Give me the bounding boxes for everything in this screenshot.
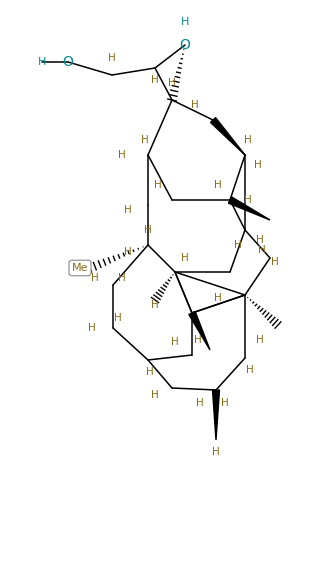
Text: H: H <box>151 390 159 400</box>
Text: H: H <box>154 180 162 190</box>
Text: H: H <box>124 247 132 257</box>
Text: H: H <box>118 273 126 283</box>
Text: H: H <box>141 135 149 145</box>
Text: H: H <box>244 135 252 145</box>
Text: H: H <box>196 398 204 408</box>
Polygon shape <box>210 118 245 155</box>
Text: H: H <box>151 300 159 310</box>
Text: H: H <box>168 78 176 88</box>
Text: H: H <box>108 53 116 63</box>
Text: H: H <box>221 398 229 408</box>
Text: H: H <box>88 323 96 333</box>
Text: H: H <box>38 57 46 67</box>
Text: H: H <box>181 17 189 27</box>
Polygon shape <box>212 390 219 440</box>
Text: H: H <box>254 160 262 170</box>
Text: H: H <box>256 235 264 245</box>
Text: O: O <box>62 55 74 69</box>
Text: H: H <box>171 337 179 347</box>
Text: H: H <box>181 253 189 263</box>
Text: H: H <box>114 313 122 323</box>
Text: H: H <box>194 335 202 345</box>
Text: Me: Me <box>72 263 88 273</box>
Text: O: O <box>179 38 191 52</box>
Text: H: H <box>258 245 266 255</box>
Text: H: H <box>271 257 279 267</box>
Text: H: H <box>212 447 220 457</box>
Polygon shape <box>189 311 210 350</box>
Text: H: H <box>234 240 242 250</box>
Text: H: H <box>146 367 154 377</box>
Polygon shape <box>228 197 270 220</box>
Text: H: H <box>144 225 152 235</box>
Text: H: H <box>246 365 254 375</box>
Text: H: H <box>256 335 264 345</box>
Text: H: H <box>118 150 126 160</box>
Text: H: H <box>244 195 252 205</box>
Text: H: H <box>214 293 222 303</box>
Text: H: H <box>91 273 99 283</box>
Text: H: H <box>191 100 199 110</box>
Text: H: H <box>214 180 222 190</box>
Text: H: H <box>124 205 132 215</box>
Text: H: H <box>151 75 159 85</box>
